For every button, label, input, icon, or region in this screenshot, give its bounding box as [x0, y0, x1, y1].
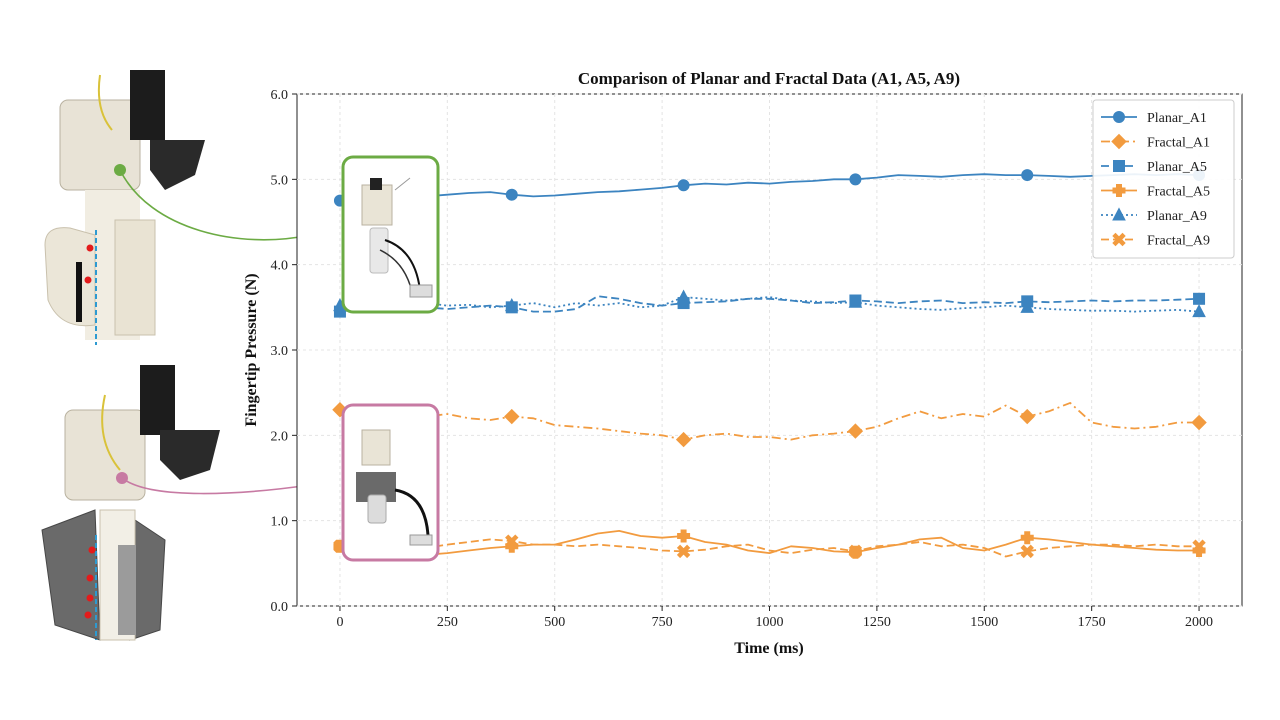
legend-label: Planar_A5 [1147, 160, 1207, 175]
legend-entry-planar-a5: Planar_A5 [1101, 160, 1207, 175]
data-point-planar-a1 [677, 179, 690, 192]
y-tick-label: 0.0 [271, 600, 289, 615]
data-point-planar-a1 [505, 188, 518, 201]
data-point-fractal-a5 [677, 529, 691, 543]
top-gripper-photo [44, 70, 205, 345]
legend-marker [1113, 111, 1125, 123]
data-point-planar-a9 [676, 289, 691, 303]
data-point-planar-a1 [849, 173, 862, 186]
data-point-fractal-a1 [1019, 408, 1035, 425]
x-tick-label: 1250 [863, 615, 891, 630]
x-tick-label: 250 [437, 615, 458, 630]
x-tick-label: 0 [336, 615, 343, 630]
series-fractal-a9 [333, 534, 1206, 559]
series-line-fractal-a9 [339, 538, 1199, 558]
data-point-fractal-a5 [1020, 531, 1034, 545]
legend-label: Planar_A1 [1147, 111, 1207, 126]
legend-entry-planar-a9: Planar_A9 [1101, 207, 1207, 224]
y-tick-label: 1.0 [271, 515, 289, 530]
y-tick-label: 6.0 [271, 88, 289, 103]
series-line-planar-a1 [339, 173, 1200, 202]
data-point-fractal-a9 [848, 544, 863, 559]
series-line-fractal-a5 [339, 530, 1199, 560]
x-axis-label: Time (ms) [734, 640, 803, 657]
legend-label: Fractal_A9 [1147, 234, 1210, 249]
data-point-fractal-a1 [1191, 414, 1207, 431]
y-axis-label: Fingertip Pressure (N) [243, 273, 260, 426]
y-tick-label: 4.0 [271, 259, 289, 274]
y-tick-label: 2.0 [271, 429, 289, 444]
data-point-fractal-a9 [505, 534, 519, 548]
y-tick-label: 5.0 [271, 173, 289, 188]
data-point-fractal-a9 [1192, 539, 1206, 553]
data-point-fractal-a9 [676, 544, 691, 559]
x-axis-ticks: 0 250 500 750 1000 1250 1500 1750 2000 [336, 606, 1213, 630]
legend-marker [1112, 207, 1126, 221]
legend: Planar_A1 Fractal_A1 Planar_A5 Fractal_A5 Pl… [1092, 99, 1235, 259]
series-fractal-a1 [332, 401, 1207, 448]
x-tick-label: 1500 [970, 615, 998, 630]
data-point-fractal-a1 [675, 431, 692, 448]
grid [297, 93, 1242, 607]
legend-marker [1112, 184, 1126, 197]
legend-marker [1111, 133, 1127, 150]
data-point-fractal-a1 [847, 423, 864, 439]
x-tick-label: 750 [652, 615, 673, 630]
top-inset [341, 155, 440, 314]
data-point-planar-a1 [1021, 169, 1034, 182]
x-tick-label: 1750 [1078, 615, 1106, 630]
y-axis-ticks: 0.0 1.0 2.0 3.0 4.0 5.0 6.0 [271, 88, 297, 615]
legend-entry-fractal-a5: Fractal_A5 [1101, 184, 1210, 200]
data-point-fractal-a9 [1020, 544, 1034, 559]
x-tick-label: 500 [544, 615, 565, 630]
legend-label: Planar_A9 [1147, 209, 1207, 224]
series-layer [332, 169, 1207, 560]
series-line-planar-a5 [339, 295, 1200, 313]
legend-marker [1112, 232, 1126, 247]
data-point-planar-a9 [1020, 299, 1035, 313]
data-point-planar-a9 [1192, 304, 1206, 318]
chart-title: Comparison of Planar and Fractal Data (A… [578, 69, 960, 88]
bottom-gripper-photo [41, 365, 220, 641]
data-point-planar-a9 [504, 298, 519, 312]
x-tick-label: 2000 [1185, 615, 1213, 630]
legend-label: Fractal_A1 [1147, 136, 1210, 151]
data-point-fractal-a1 [504, 408, 520, 425]
y-tick-label: 3.0 [271, 344, 289, 359]
legend-entry-planar-a1: Planar_A1 [1101, 111, 1207, 126]
data-point-planar-a5 [1193, 292, 1206, 305]
legend-entry-fractal-a9: Fractal_A9 [1101, 232, 1210, 249]
bottom-inset [341, 403, 440, 562]
legend-marker [1113, 160, 1125, 172]
legend-entry-fractal-a1: Fractal_A1 [1101, 133, 1210, 151]
data-point-planar-a9 [848, 294, 863, 308]
series-line-planar-a9 [339, 296, 1200, 313]
x-tick-label: 1000 [756, 615, 784, 630]
legend-label: Fractal_A5 [1147, 185, 1210, 200]
